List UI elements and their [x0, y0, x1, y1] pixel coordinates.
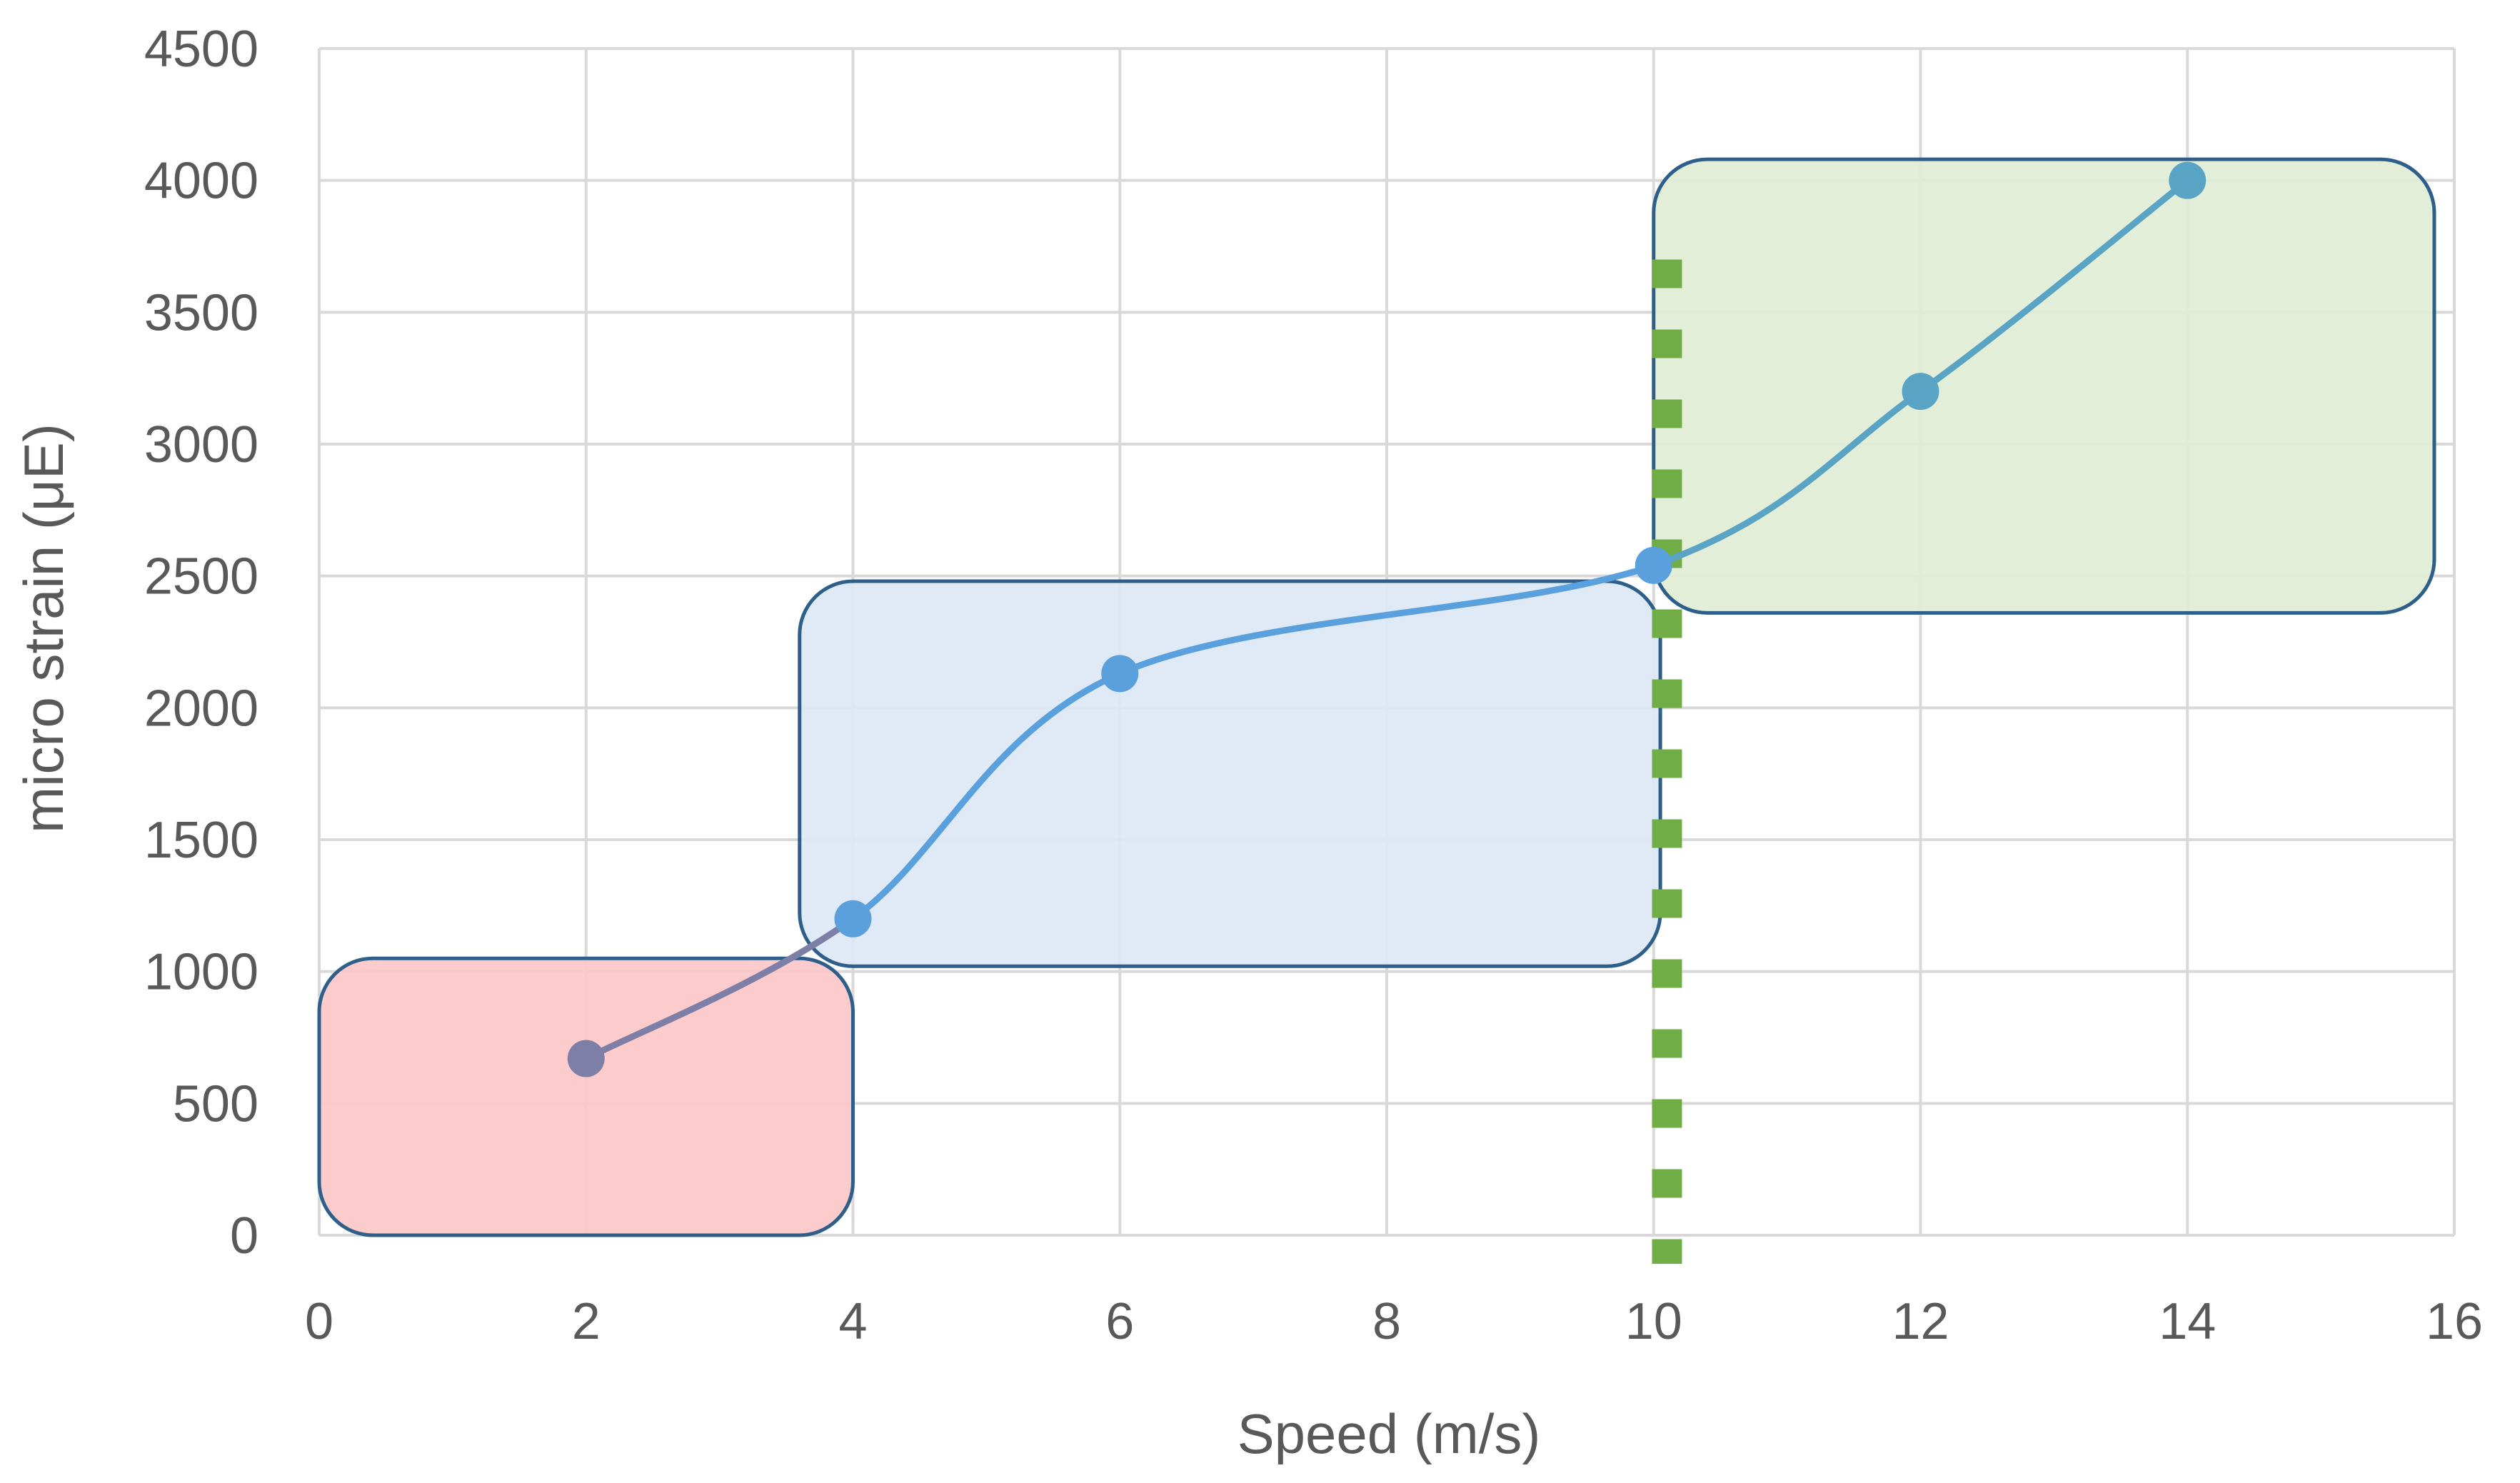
y-tick-label: 2000 [144, 680, 258, 737]
data-point [1101, 655, 1139, 693]
data-point [834, 900, 872, 937]
series-line-segment [1116, 562, 1657, 677]
data-point [1635, 546, 1672, 584]
y-tick-label: 4000 [144, 153, 258, 210]
y-tick-label: 2500 [144, 548, 258, 605]
series-layer [567, 161, 2207, 1077]
y-tick-label: 4500 [144, 21, 258, 78]
y-tick-label: 1500 [144, 812, 258, 869]
series-line-segment [1917, 177, 2191, 395]
x-tick-label: 10 [1625, 1293, 1682, 1350]
high-speed-region [1652, 157, 2436, 615]
x-tick-label: 4 [838, 1293, 867, 1350]
x-tick-label: 2 [572, 1293, 601, 1350]
data-point [2169, 161, 2207, 199]
y-tick-label: 3500 [144, 284, 258, 341]
region-layer [317, 157, 2436, 1237]
y-tick-label: 3000 [144, 416, 258, 473]
data-point [1902, 373, 1939, 411]
x-tick-label: 6 [1105, 1293, 1134, 1350]
y-tick-label: 500 [173, 1075, 258, 1132]
ticks-layer: 0 2 4 6 8 10 12 14 16 0 500 1000 1500 2000 2500 3000 350… [144, 21, 2483, 1350]
x-axis-title: Speed (m/s) [1238, 1402, 1541, 1465]
y-tick-label: 1000 [144, 944, 258, 1001]
data-point [567, 1040, 605, 1077]
low-speed-region [317, 956, 855, 1237]
series-line-segment [850, 670, 1123, 923]
x-tick-label: 8 [1372, 1293, 1401, 1350]
x-tick-label: 12 [1892, 1293, 1949, 1350]
y-tick-label: 0 [230, 1207, 258, 1265]
x-tick-label: 14 [2159, 1293, 2216, 1350]
x-tick-label: 0 [305, 1293, 333, 1350]
series-line-segment [1650, 388, 1924, 569]
series-line-segment [583, 915, 856, 1062]
y-axis-title: micro strain (μE) [12, 423, 75, 833]
x-tick-label: 16 [2426, 1293, 2483, 1350]
